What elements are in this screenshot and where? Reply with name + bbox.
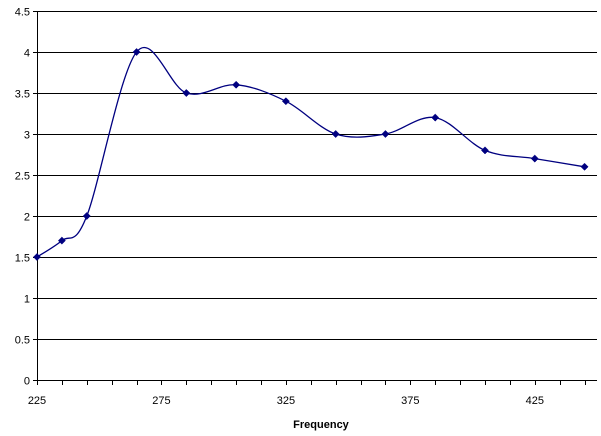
y-tick-label-0: 0 — [24, 376, 30, 388]
x-axis-title: Frequency — [293, 419, 350, 431]
series-line-0 — [36, 46, 585, 258]
y-tick-label-5: 2.5 — [15, 171, 30, 183]
y-tick-label-3: 1.5 — [15, 253, 30, 265]
data-point-0-7 — [331, 130, 340, 138]
axes — [33, 11, 597, 385]
y-tick-label-6: 3 — [24, 130, 30, 142]
y-tick-label-7: 3.5 — [15, 89, 30, 101]
data-point-0-6 — [281, 97, 290, 106]
series — [33, 46, 589, 261]
y-axis-ticks: 0 0.5 1 1.5 2 2.5 3 3.5 4 4.5 — [15, 7, 30, 388]
y-tick-label-2: 1 — [24, 294, 30, 306]
data-point-0-12 — [580, 162, 589, 171]
y-tick-label-8: 4 — [24, 48, 30, 60]
gridlines — [37, 11, 597, 381]
data-point-0-9 — [431, 113, 440, 122]
data-point-0-4 — [182, 89, 191, 97]
y-tick-label-4: 2 — [24, 212, 30, 224]
x-tick-label-2: 325 — [277, 395, 295, 407]
data-point-0-1 — [57, 236, 66, 245]
data-point-0-8 — [381, 130, 390, 138]
y-tick-label-1: 0.5 — [15, 335, 30, 347]
x-tick-label-3: 375 — [401, 395, 419, 407]
data-point-0-11 — [530, 154, 539, 163]
x-tick-label-1: 275 — [152, 395, 170, 407]
y-tick-label-9: 4.5 — [15, 7, 30, 19]
data-point-0-5 — [232, 80, 241, 89]
data-point-0-10 — [481, 146, 489, 155]
x-tick-label-4: 425 — [526, 395, 544, 407]
x-tick-label-0: 225 — [28, 395, 46, 407]
x-axis-ticks: 225 275 325 375 425 — [28, 395, 544, 407]
data-point-0-2 — [82, 212, 91, 220]
data-point-0-3 — [132, 48, 141, 56]
data-point-0-0 — [33, 253, 41, 261]
